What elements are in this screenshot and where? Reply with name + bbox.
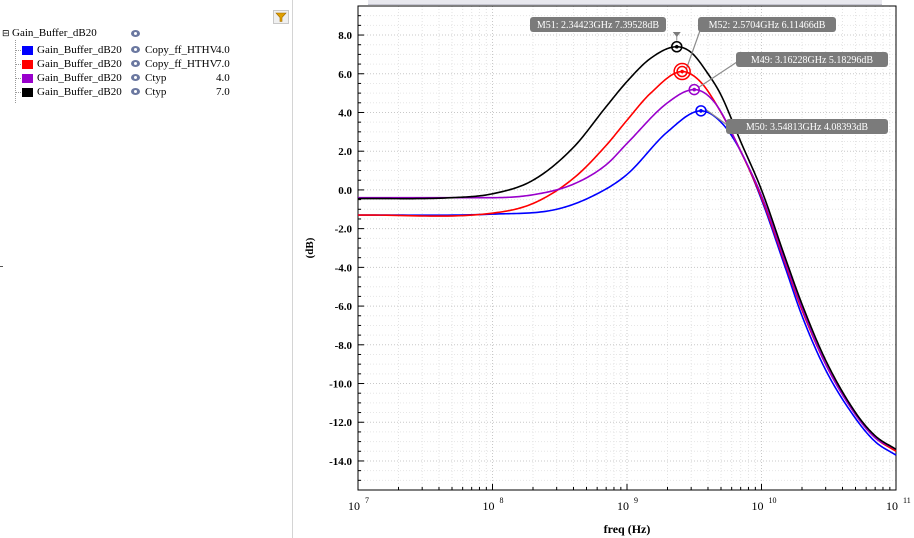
marker-ring — [671, 40, 683, 53]
x-tick-label: 10 — [348, 499, 360, 513]
trace-temp: 4.0 — [216, 72, 230, 84]
y-tick-label: -12.0 — [329, 417, 352, 429]
marker-dot — [680, 69, 684, 74]
marker-label: M52: 2.5704GHz 6.11466dB — [709, 20, 826, 31]
color-swatch — [22, 88, 33, 97]
y-tick-label: 0.0 — [338, 185, 352, 197]
legend-panel: ⊟ Gain_Buffer_dB20 Gain_Buffer_dB20 Copy_… — [0, 0, 292, 538]
y-tick-label: 6.0 — [338, 69, 352, 81]
marker-label-box — [698, 17, 836, 32]
marker-ring — [688, 83, 701, 96]
trace-corner: Copy_ff_HTHV — [145, 44, 218, 56]
y-tick-label: -14.0 — [329, 456, 352, 468]
trace-name: Gain_Buffer_dB20 — [37, 58, 122, 70]
legend-row[interactable]: Gain_Buffer_dB20 Ctyp 7.0 — [0, 85, 292, 99]
legend-row[interactable]: Gain_Buffer_dB20 Copy_ff_HTHV 7.0 — [0, 57, 292, 71]
x-axis-label: freq (Hz) — [604, 522, 651, 536]
eye-icon[interactable] — [131, 74, 140, 81]
legend-row[interactable]: Gain_Buffer_dB20 Ctyp 4.0 — [0, 71, 292, 85]
tree-root-item[interactable]: ⊟ Gain_Buffer_dB20 — [2, 26, 97, 40]
panel-splitter[interactable] — [292, 0, 293, 538]
trace-name: Gain_Buffer_dB20 — [37, 86, 122, 98]
plot-scroll-strip[interactable] — [368, 0, 882, 5]
axis-ticks: 8.0 6.0 4.0 2.0 0.0 -2.0 -4.0 -6.0 -8.0 -10.0 -12.… — [329, 5, 911, 513]
x-tick-label: 10 — [617, 499, 629, 513]
x-tick-label: 10 — [886, 499, 898, 513]
series-line-2[interactable] — [358, 88, 897, 451]
marker-m49[interactable]: M49: 3.16228GHz 5.18296dB — [688, 52, 888, 96]
marker-label: M50: 3.54813GHz 4.08393dB — [746, 122, 869, 133]
x-tick-label: 10 — [483, 499, 495, 513]
marker-ring — [695, 105, 707, 117]
trace-corner: Ctyp — [145, 86, 167, 98]
marker-dot — [699, 109, 703, 113]
trace-temp: 4.0 — [216, 44, 230, 56]
panel-edge-tick — [0, 266, 3, 267]
x-tick-exponent: 7 — [365, 496, 369, 505]
trace-tree: ⊟ Gain_Buffer_dB20 Gain_Buffer_dB20 Copy_… — [0, 26, 292, 103]
y-tick-label: -10.0 — [329, 379, 352, 391]
y-tick-label: -4.0 — [335, 262, 353, 274]
marker-ring-outer — [673, 62, 691, 81]
marker-label: M51: 2.34423GHz 7.39528dB — [537, 20, 660, 31]
y-axis-label: (dB) — [304, 237, 316, 258]
y-tick-label: -2.0 — [335, 224, 353, 236]
marker-dot — [692, 87, 697, 92]
legend-row[interactable]: Gain_Buffer_dB20 Copy_ff_HTHV 4.0 — [0, 43, 292, 57]
x-tick-exponent: 10 — [769, 496, 777, 505]
marker-m52[interactable]: M52: 2.5704GHz 6.11466dB — [673, 17, 836, 81]
marker-connector — [704, 108, 731, 128]
y-tick-label: 8.0 — [338, 30, 352, 42]
color-swatch — [22, 74, 33, 83]
filter-funnel-icon — [273, 10, 289, 24]
marker-connector — [685, 24, 703, 70]
marker-label-box — [736, 52, 888, 67]
marker-label-pointer — [672, 32, 681, 37]
eye-icon[interactable] — [131, 30, 140, 37]
y-tick-label: -6.0 — [335, 301, 353, 313]
trace-name: Gain_Buffer_dB20 — [37, 72, 122, 84]
y-tick-label: 4.0 — [338, 107, 352, 119]
series-group — [357, 45, 897, 456]
grid — [357, 5, 896, 491]
eye-icon[interactable] — [131, 46, 140, 53]
marker-dot — [674, 44, 679, 49]
eye-icon[interactable] — [131, 60, 140, 67]
marker-label-box — [530, 17, 666, 32]
marker-m51[interactable]: M51: 2.34423GHz 7.39528dB — [530, 17, 683, 53]
x-tick-exponent: 8 — [500, 496, 504, 505]
trace-temp: 7.0 — [216, 58, 230, 70]
x-tick-exponent: 11 — [903, 496, 911, 505]
trace-name: Gain_Buffer_dB20 — [37, 44, 122, 56]
marker-connector — [697, 59, 741, 89]
filter-button[interactable] — [273, 10, 289, 24]
trace-corner: Copy_ff_HTHV — [145, 58, 218, 70]
y-tick-label: 2.0 — [338, 146, 352, 158]
series-line-0[interactable] — [357, 110, 897, 456]
x-tick-label: 10 — [752, 499, 764, 513]
marker-m50[interactable]: M50: 3.54813GHz 4.08393dB — [695, 105, 888, 134]
eye-icon[interactable] — [131, 88, 140, 95]
color-swatch — [22, 46, 33, 55]
marker-ring — [676, 65, 688, 78]
marker-label: M49: 3.16228GHz 5.18296dB — [751, 55, 874, 66]
marker-label-box — [726, 119, 888, 134]
color-swatch — [22, 60, 33, 69]
y-tick-label: -8.0 — [335, 340, 353, 352]
trace-corner: Ctyp — [145, 72, 167, 84]
trace-temp: 7.0 — [216, 86, 230, 98]
x-tick-exponent: 9 — [634, 496, 638, 505]
markers-group: M51: 2.34423GHz 7.39528dB M52: 2.5704GHz … — [530, 17, 888, 134]
series-line-3[interactable] — [357, 45, 897, 451]
collapse-minus-icon[interactable]: ⊟ — [2, 29, 10, 39]
tree-connector — [15, 40, 16, 103]
gain-plot[interactable]: 8.0 6.0 4.0 2.0 0.0 -2.0 -4.0 -6.0 -8.0 -10.0 -12.… — [293, 0, 914, 538]
tree-root-label: Gain_Buffer_dB20 — [12, 27, 97, 39]
